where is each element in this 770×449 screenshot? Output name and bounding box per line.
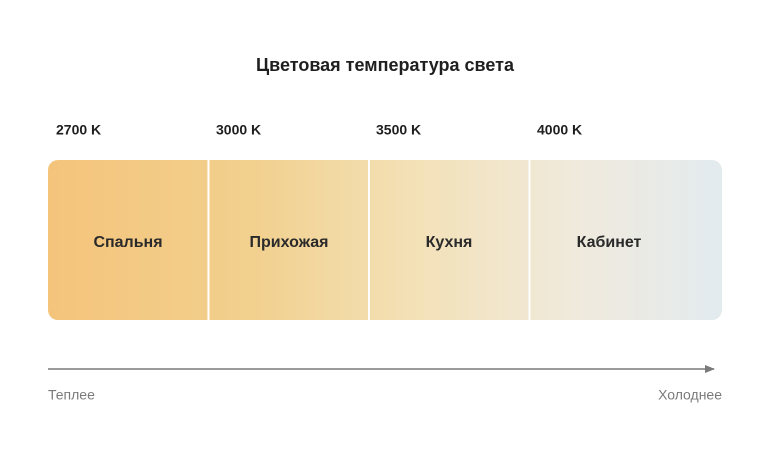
temperature-label: 3000 K xyxy=(216,122,261,138)
room-label: Кухня xyxy=(426,234,473,251)
temperature-label: 3500 K xyxy=(376,122,421,138)
temperature-band xyxy=(48,160,722,320)
axis-end-label: Холоднее xyxy=(658,387,722,403)
temperature-label: 4000 K xyxy=(537,122,582,138)
temperature-label: 2700 K xyxy=(56,122,101,138)
axis-start-label: Теплее xyxy=(48,387,95,403)
room-label: Кабинет xyxy=(577,234,642,251)
room-label: Прихожая xyxy=(250,234,329,251)
room-label: Спальня xyxy=(93,234,162,251)
title: Цветовая температура света xyxy=(256,55,515,75)
